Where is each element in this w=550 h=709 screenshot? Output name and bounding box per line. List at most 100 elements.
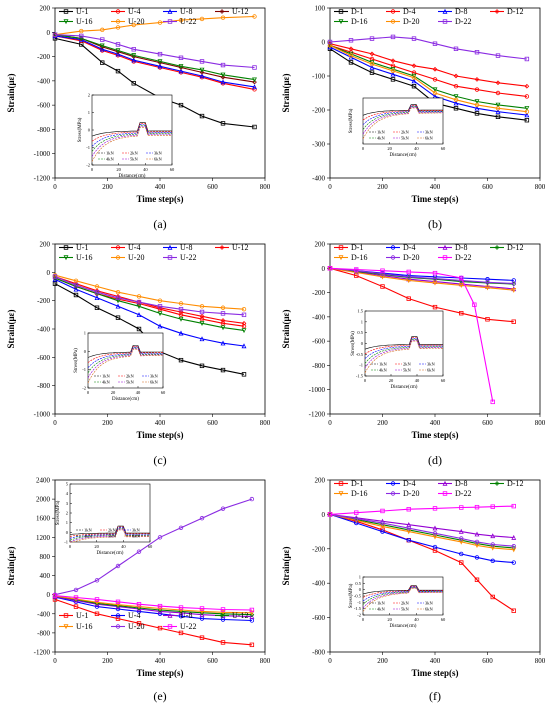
panel-label-a: (a) xyxy=(153,217,166,231)
inset-legend-label-d-4: 5kN xyxy=(403,368,412,373)
series-point-c-6-6 xyxy=(178,306,184,312)
series-point-a-3-9 xyxy=(252,79,257,85)
series-line-d-4 xyxy=(329,267,514,291)
series-line-e-1 xyxy=(54,596,252,622)
inset-legend-label-e-1: 2kN xyxy=(108,528,117,533)
series-point-d-0-2 xyxy=(380,284,385,289)
ylabel-a: Strain(με) xyxy=(6,74,16,113)
inset-xlabel-d: Distance(cm) xyxy=(391,385,418,390)
series-point-f-2-7 xyxy=(490,533,496,539)
legend-marker-e-3 xyxy=(219,613,225,618)
series-point-c-2-4 xyxy=(136,312,142,318)
series-point-e-6-9 xyxy=(249,607,255,613)
inset-legend-label-e-2: 3kN xyxy=(132,528,141,533)
series-point-b-0-7 xyxy=(474,111,480,116)
series-point-b-1-7 xyxy=(474,87,480,92)
series-point-e-6-2 xyxy=(94,597,100,602)
legend-marker-b-0 xyxy=(338,9,344,14)
series-point-b-2-3 xyxy=(390,71,396,77)
ytick-label-a-7: -1200 xyxy=(34,175,51,183)
series-point-a-5-9 xyxy=(252,14,257,19)
inset-legend-label-d-0: 1kN xyxy=(379,362,388,367)
series-point-c-6-7 xyxy=(199,309,205,315)
ytick-label-f-5: -800 xyxy=(312,649,325,657)
legend-label-e-2: U-8 xyxy=(180,611,192,620)
series-point-a-2-8 xyxy=(220,79,226,85)
inset-xtick-label-f-3: 60 xyxy=(441,617,446,622)
series-point-c-6-4 xyxy=(136,299,142,305)
series-point-c-3-6 xyxy=(178,309,184,315)
series-line-c-6 xyxy=(54,276,245,316)
legend-label-e-0: U-1 xyxy=(76,611,88,620)
series-point-f-5-3 xyxy=(406,525,411,531)
series-point-e-6-4 xyxy=(136,602,142,607)
series-point-b-6-9 xyxy=(524,56,530,62)
legend-marker-b-4 xyxy=(338,19,344,25)
xtick-label-d-3: 600 xyxy=(482,419,493,427)
series-point-b-5-4 xyxy=(411,75,417,80)
xlabel-d: Time step(s) xyxy=(411,430,458,440)
legend-label-a-2: U-8 xyxy=(180,7,192,16)
inset-curve-b-3 xyxy=(362,106,444,130)
series-point-e-3-4 xyxy=(136,605,142,611)
legend-label-b-5: D-20 xyxy=(403,17,419,26)
legend-label-d-5: D-20 xyxy=(403,253,419,262)
series-line-b-5 xyxy=(329,44,527,113)
series-point-d-6-2 xyxy=(380,268,385,273)
series-point-e-3-9 xyxy=(249,612,255,618)
ytick-label-d-6: -1000 xyxy=(309,386,326,394)
legend-marker-c-3 xyxy=(219,245,225,250)
series-point-c-1-7 xyxy=(199,316,205,322)
series-point-b-3-3 xyxy=(390,58,396,64)
inset-legend-label-b-5: 6kN xyxy=(425,136,434,141)
series-point-c-6-2 xyxy=(94,289,100,295)
series-line-c-2 xyxy=(54,278,245,347)
inset-legend-label-a-1: 2kN xyxy=(130,151,139,156)
panel-e: 0 200 400 600 800 2400 2000 1600 1200 800 400 0 -400… xyxy=(0,472,275,708)
series-point-f-5-8 xyxy=(511,544,516,549)
panel-d-svg: 0 200 400 600 8002000-200-400-600-800-1000-1… xyxy=(281,241,546,468)
xtick-label-f-4: 800 xyxy=(535,657,546,665)
panel-d: 0 200 400 600 800 200 0 -200 -400 -600 -800 -1000 -1… xyxy=(275,236,550,472)
series-point-e-4-7 xyxy=(199,609,205,615)
inset-curve-b-5 xyxy=(362,107,443,139)
inset-xlabel-f: Distance(cm) xyxy=(390,624,417,629)
ytick-label-e-3: 1200 xyxy=(36,534,51,542)
series-point-c-4-3 xyxy=(115,298,121,304)
ytick-label-e-2: 1600 xyxy=(36,515,51,523)
series-point-e-0-5 xyxy=(157,625,163,631)
series-point-c-0-0 xyxy=(52,281,58,286)
series-point-a-0-6 xyxy=(178,102,184,108)
inset-xlabel-a: Distance(cm) xyxy=(119,174,146,179)
series-point-b-3-4 xyxy=(411,63,417,69)
series-point-c-4-7 xyxy=(199,321,205,327)
inset-legend-label-f-3: 4kN xyxy=(377,607,386,612)
series-point-c-2-0 xyxy=(52,276,58,282)
inset-xtick-label-b-3: 60 xyxy=(441,146,446,151)
legend-label-c-0: U-1 xyxy=(76,243,88,252)
series-point-a-0-7 xyxy=(199,113,205,119)
inset-ytick-label-a-3: -1 xyxy=(86,145,90,150)
series-point-b-4-9 xyxy=(524,106,530,111)
series-point-f-5-4 xyxy=(432,531,438,536)
series-point-f-1-4 xyxy=(432,544,438,550)
ytick-label-a-0: 200 xyxy=(40,5,51,13)
ytick-label-d-2: -200 xyxy=(312,289,325,297)
series-point-a-6-5 xyxy=(157,51,163,57)
legend-marker-c-2 xyxy=(167,244,173,250)
series-point-f-5-6 xyxy=(474,539,480,545)
series-point-b-3-5 xyxy=(432,66,438,72)
panel-f: 0 200 400 600 800 200 0 -200 -400 -600 -800 Time st… xyxy=(275,472,550,708)
series-point-f-2-5 xyxy=(458,528,464,534)
series-line-b-3 xyxy=(329,43,527,87)
legend-marker-f-3 xyxy=(494,481,500,486)
series-line-b-6 xyxy=(329,36,527,60)
legend-label-f-6: D-22 xyxy=(455,489,471,498)
series-point-a-2-7 xyxy=(199,73,205,79)
series-point-f-5-1 xyxy=(354,516,359,521)
series-point-f-6-4 xyxy=(432,506,438,511)
legend-marker-c-5 xyxy=(115,255,121,260)
legend-marker-c-0 xyxy=(63,245,69,250)
xtick-label-e-3: 600 xyxy=(207,657,218,665)
